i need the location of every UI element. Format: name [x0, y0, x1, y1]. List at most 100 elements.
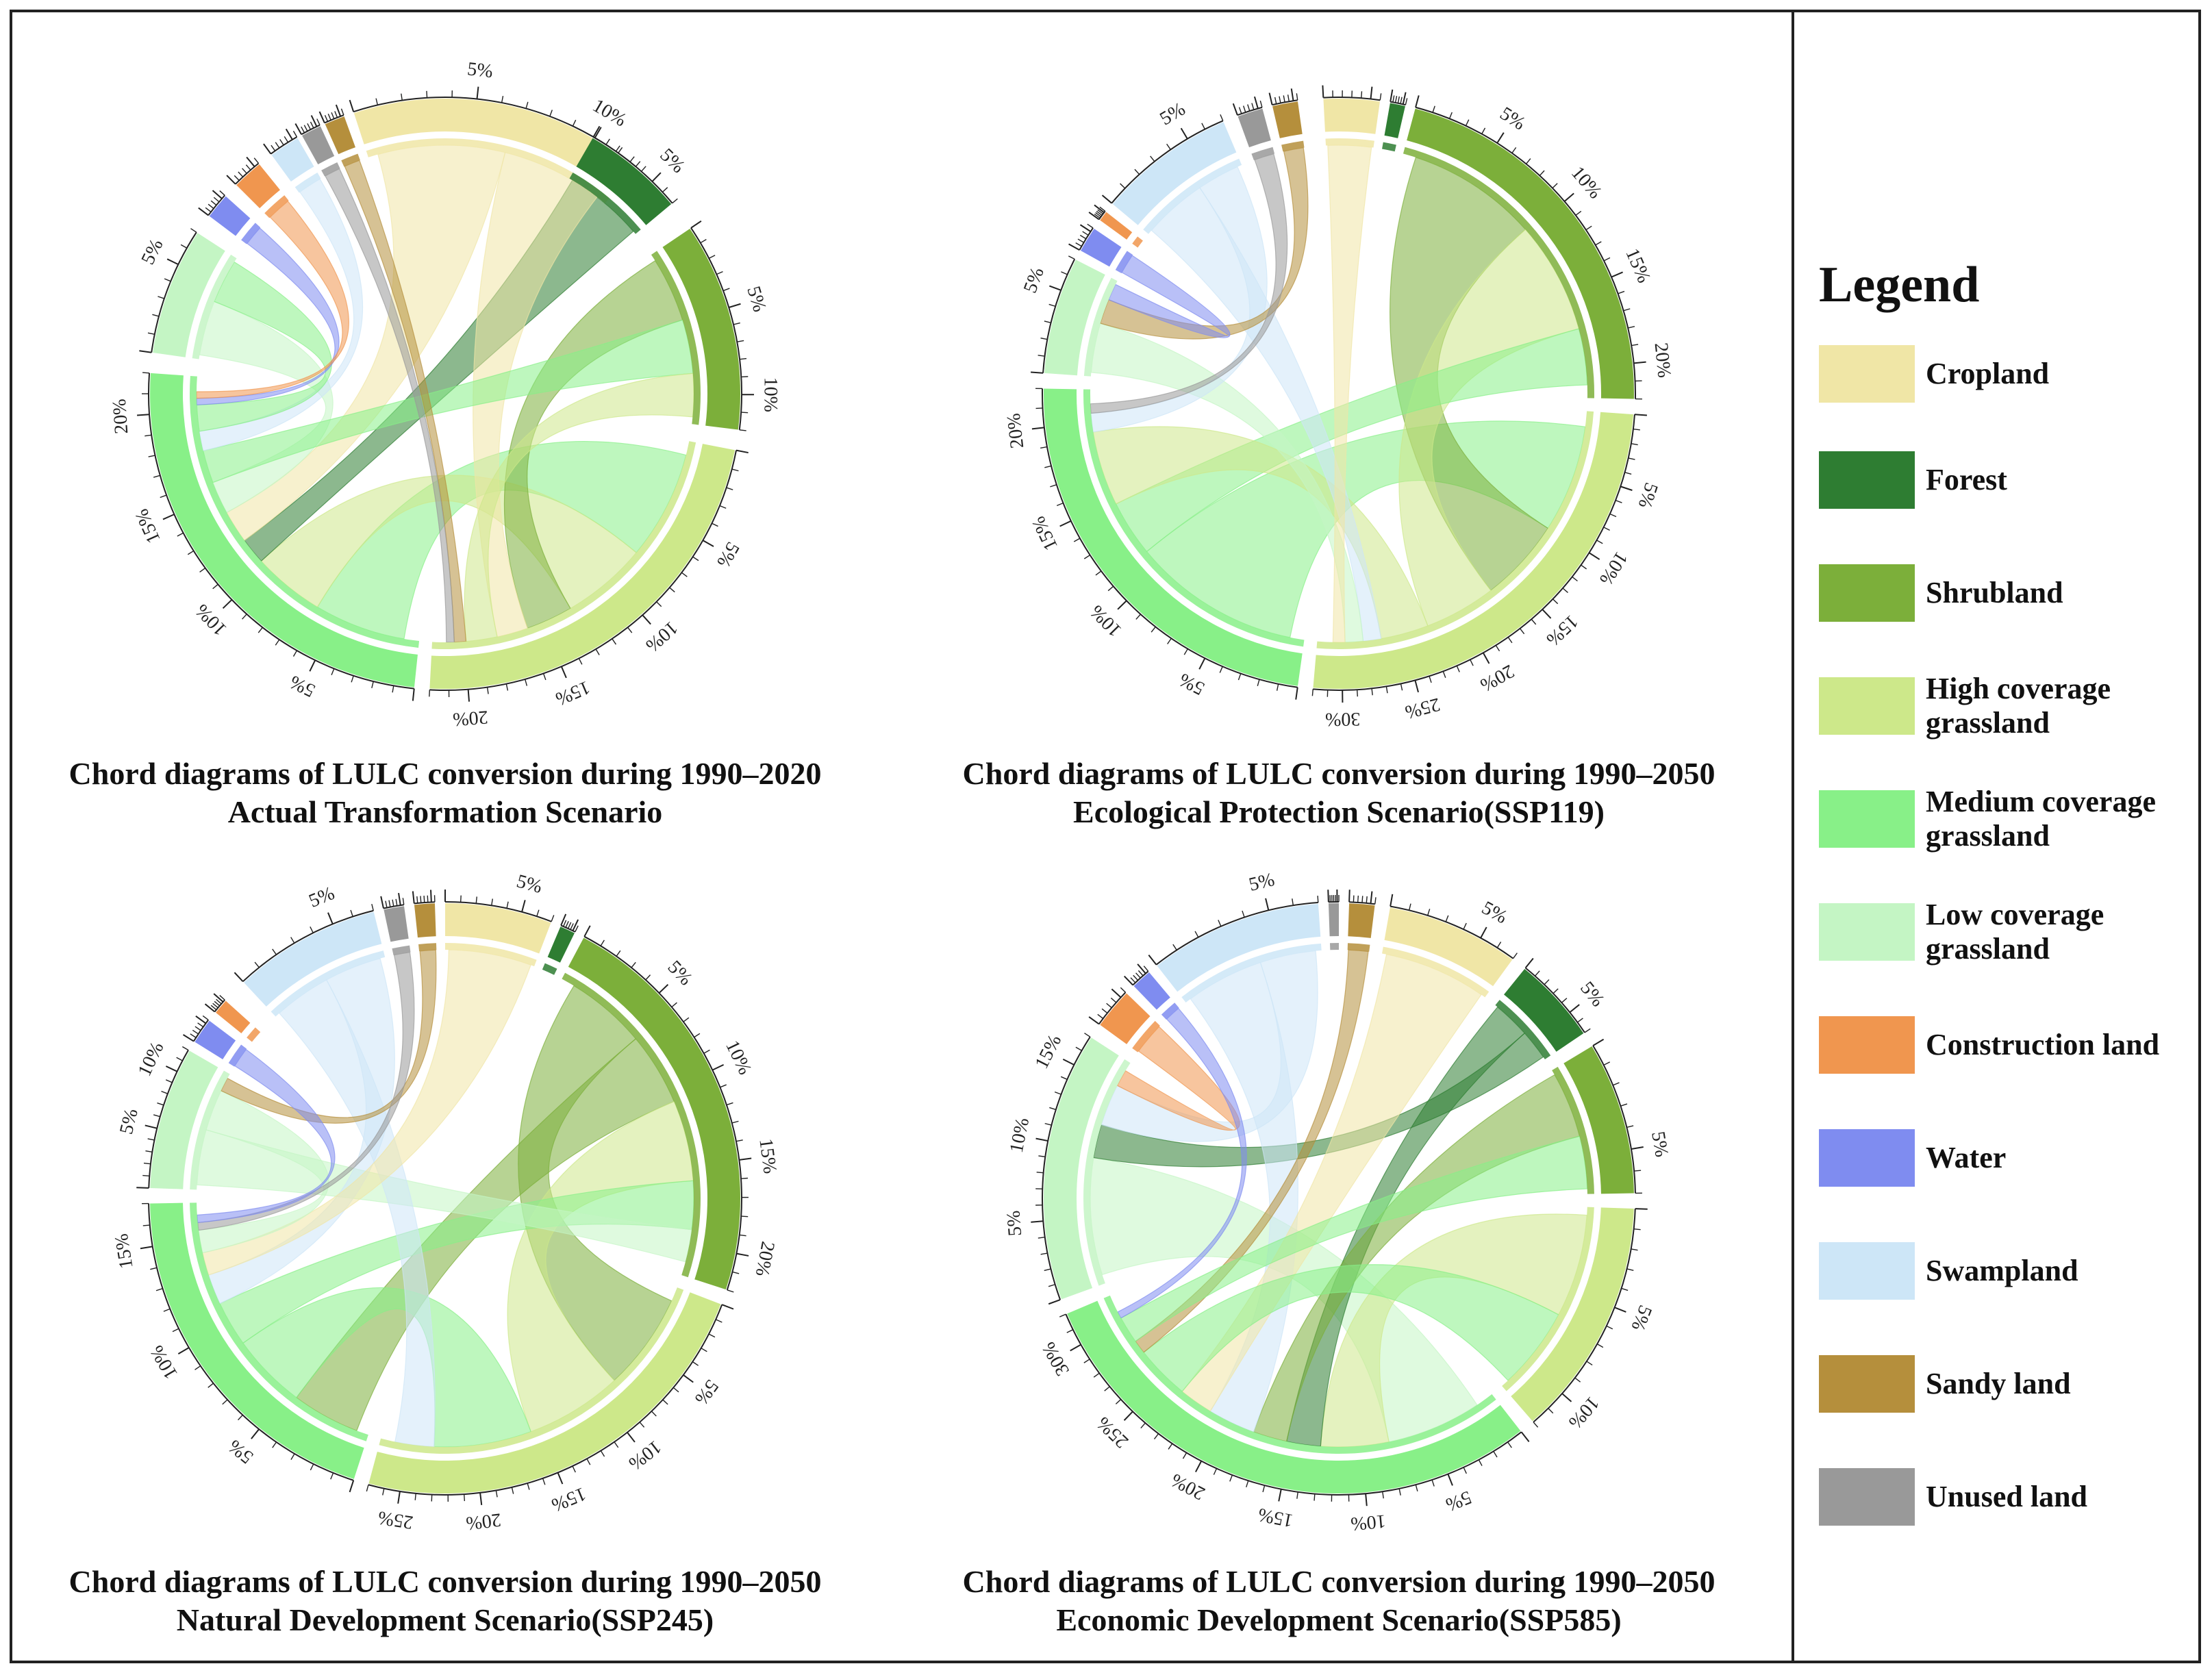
- legend-item-unused-land: Unused land: [1819, 1468, 2186, 1526]
- axis-tick: [1448, 112, 1453, 119]
- axis-tick: [144, 1124, 158, 1129]
- axis-tick: [1414, 680, 1419, 693]
- sector-unused-land: [1328, 903, 1339, 937]
- axis-tick: [254, 961, 260, 968]
- axis-tick: [1370, 86, 1373, 99]
- axis-tick: [1031, 1220, 1044, 1223]
- axis-tick: [1044, 1268, 1051, 1272]
- legend-item-low-coverage: Low coverage grassland: [1819, 898, 2186, 966]
- chord-cropland-to-medium-coverage-grassland: [226, 144, 506, 542]
- axis-tick: [1493, 1451, 1498, 1458]
- sector-inner-swampland: [1143, 158, 1242, 234]
- axis-tick: [1628, 457, 1635, 460]
- tick-label: 15%: [1542, 611, 1583, 651]
- axis-tick: [726, 1102, 733, 1106]
- axis-tick: [316, 118, 321, 125]
- sector-axis: [242, 909, 374, 983]
- axis-tick: [153, 475, 160, 478]
- axis-tick: [1357, 895, 1359, 903]
- axis-tick: [639, 1422, 645, 1428]
- legend-swatch: [1819, 903, 1915, 961]
- axis-tick: [1552, 183, 1558, 189]
- axis-tick: [212, 1003, 218, 1009]
- sector-inner-low-coverage-grassland: [1083, 1059, 1131, 1286]
- axis-tick: [214, 1000, 221, 1007]
- axis-tick: [536, 909, 540, 917]
- axis-tick: [1511, 147, 1517, 153]
- chords: [196, 949, 694, 1448]
- sector-swampland: [1112, 122, 1237, 225]
- chord-medium-coverage-grassland-to-high-coverage-grassland: [242, 1287, 532, 1448]
- axis-tick: [331, 668, 335, 676]
- axis-tick: [195, 1016, 207, 1024]
- tick-label: 5%: [1247, 869, 1277, 896]
- legend-label: Medium coverage grassland: [1926, 785, 2186, 853]
- axis-tick: [721, 1304, 734, 1310]
- axis-tick: [1614, 1307, 1626, 1313]
- axis-tick: [1084, 1033, 1091, 1037]
- axis-tick: [392, 685, 394, 693]
- axis-tick: [1040, 338, 1048, 340]
- tick-label: 15%: [1031, 1031, 1066, 1072]
- axis-tick: [708, 255, 716, 259]
- tick-label: 30%: [1325, 708, 1361, 730]
- axis-tick: [1133, 974, 1139, 981]
- tick-label: 5%: [514, 870, 544, 898]
- axis-tick: [501, 96, 504, 103]
- axis-tick: [234, 972, 244, 983]
- axis-tick: [222, 599, 233, 609]
- axis-tick: [1194, 931, 1199, 938]
- axis-tick: [1070, 1344, 1081, 1352]
- axis-tick: [673, 1387, 679, 1393]
- axis-tick: [420, 896, 422, 903]
- legend-label: Water: [1926, 1141, 2186, 1175]
- axis-tick: [1066, 1329, 1074, 1333]
- axis-tick: [1115, 1399, 1122, 1404]
- axis-tick: [1427, 909, 1431, 916]
- sector-inner-sandy-land: [1281, 140, 1305, 152]
- sector-inner-sandy-land: [1347, 943, 1370, 952]
- axis-tick: [651, 172, 662, 182]
- axis-tick: [1038, 1237, 1045, 1239]
- sector-sandy-land: [325, 116, 356, 155]
- axis-tick: [412, 891, 415, 904]
- legend-divider: [1792, 10, 1794, 1663]
- legend-swatch: [1819, 1468, 1915, 1526]
- axis-tick: [1595, 241, 1602, 246]
- axis-tick: [1575, 210, 1582, 216]
- axis-tick: [1596, 1344, 1604, 1348]
- axis-tick: [542, 673, 546, 681]
- legend-swatch: [1819, 345, 1915, 403]
- tick-label: 5%: [1003, 1210, 1026, 1237]
- legend-swatch: [1819, 1129, 1915, 1187]
- sectors: 5%5%5%5%5%10%5%10%15%20%25%30%5%10%15%: [1003, 869, 1672, 1535]
- tick-label: 20%: [452, 706, 489, 730]
- axis-tick: [290, 1453, 295, 1460]
- axis-tick: [1603, 527, 1610, 531]
- axis-tick: [1134, 168, 1140, 175]
- axis-tick: [1534, 970, 1540, 976]
- axis-tick: [1480, 926, 1487, 939]
- axis-tick: [1135, 614, 1142, 620]
- axis-tick: [1120, 183, 1126, 189]
- axis-tick: [136, 1187, 149, 1189]
- sector-inner-water: [228, 1044, 247, 1067]
- sector-inner-low-coverage-grassland: [192, 254, 237, 360]
- axis-tick: [1624, 472, 1632, 475]
- axis-tick: [284, 136, 289, 143]
- axis-tick: [1463, 922, 1467, 930]
- axis-tick: [586, 1458, 591, 1465]
- axis-tick: [1633, 428, 1640, 431]
- axis-tick: [294, 123, 302, 135]
- axis-tick: [423, 896, 425, 903]
- legend-label: Forest: [1926, 463, 2186, 497]
- axis-tick: [570, 923, 574, 930]
- legend-swatch: [1819, 1242, 1915, 1300]
- sector-cropland: [445, 903, 551, 954]
- axis-tick: [740, 1177, 749, 1179]
- axis-tick: [1061, 271, 1068, 275]
- axis-tick: [371, 681, 374, 689]
- axis-tick: [182, 1046, 189, 1051]
- axis-tick: [1374, 897, 1377, 905]
- axis-tick: [1237, 673, 1242, 681]
